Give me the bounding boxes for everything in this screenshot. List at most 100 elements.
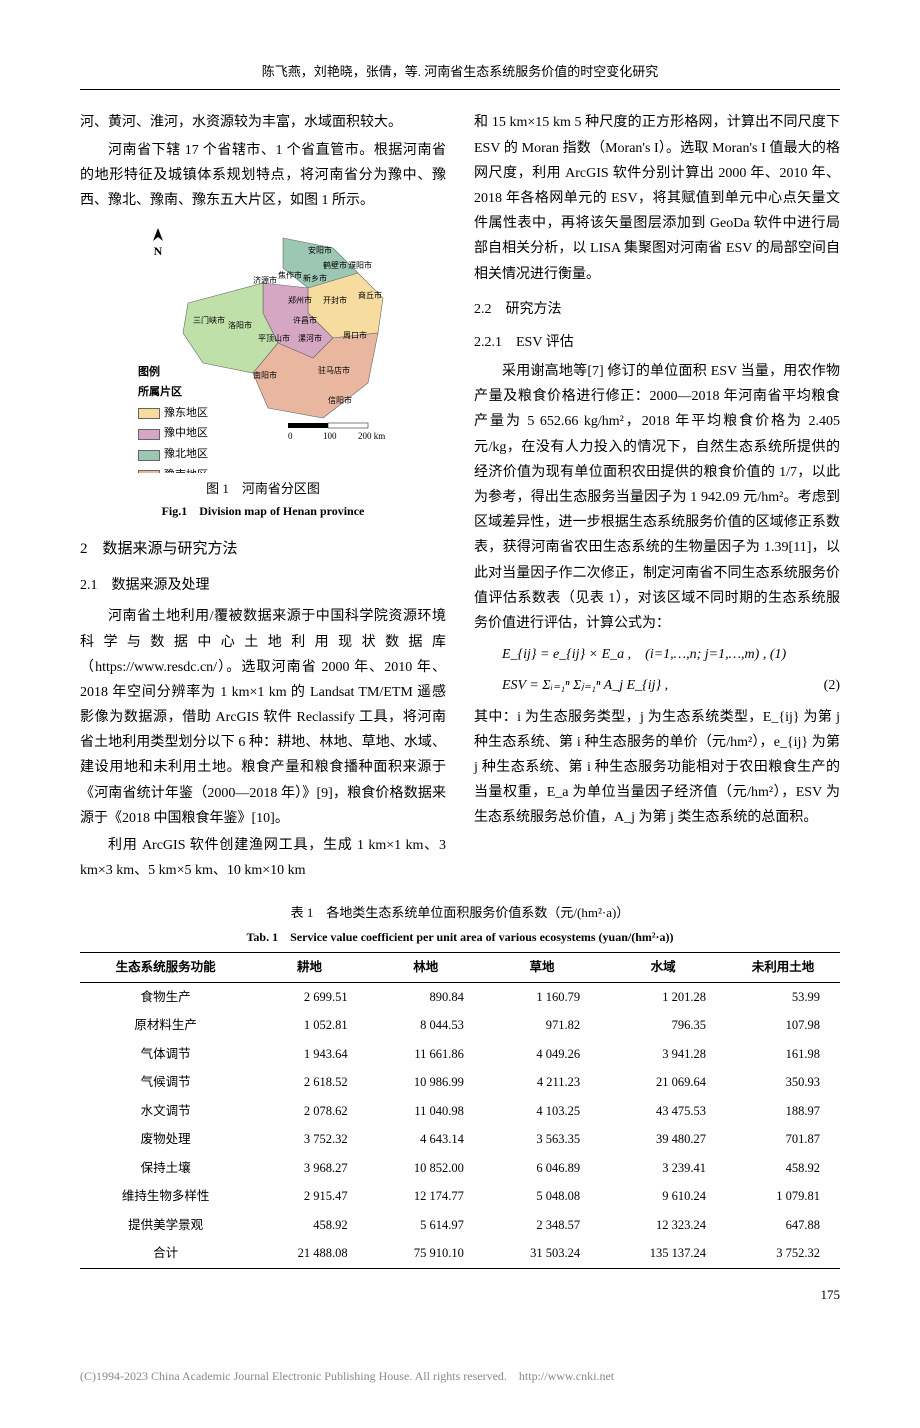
table-row: 维持生物多样性2 915.4712 174.775 048.089 610.24…: [80, 1182, 840, 1211]
city-label: 三门峡市: [193, 315, 225, 325]
table-cell: 31 503.24: [484, 1239, 600, 1268]
table-row: 水文调节2 078.6211 040.984 103.2543 475.5318…: [80, 1097, 840, 1126]
table-row: 食物生产2 699.51890.841 160.791 201.2853.99: [80, 982, 840, 1011]
table-cell: 1 943.64: [251, 1040, 367, 1069]
table-cell: 5 614.97: [368, 1211, 484, 1240]
svg-text:200 km: 200 km: [358, 431, 385, 441]
table-cell: 647.88: [726, 1211, 840, 1240]
north-arrow-icon: N: [153, 228, 163, 258]
right-p1: 和 15 km×15 km 5 种尺度的正方形格网，计算出不同尺度下 ESV 的…: [474, 110, 840, 286]
table-cell: 3 239.41: [600, 1154, 726, 1183]
page-number: 175: [80, 1283, 840, 1306]
city-label: 安阳市: [308, 245, 332, 255]
two-column-layout: 河、黄河、淮河，水资源较为丰富，水域面积较大。 河南省下辖 17 个省辖市、1 …: [80, 110, 840, 885]
table-cell: 75 910.10: [368, 1239, 484, 1268]
equation-2: ESV = Σᵢ₌₁ⁿ Σⱼ₌₁ⁿ A_j E_{ij} , (2): [502, 673, 840, 698]
table-row: 气候调节2 618.5210 986.994 211.2321 069.6435…: [80, 1068, 840, 1097]
city-label: 洛阳市: [228, 320, 252, 330]
section-2-2-heading: 2.2 研究方法: [474, 297, 840, 322]
col-header: 草地: [484, 953, 600, 983]
table-cell: 5 048.08: [484, 1182, 600, 1211]
svg-text:100: 100: [323, 431, 337, 441]
table-cell: 3 752.32: [251, 1125, 367, 1154]
svg-text:0: 0: [288, 431, 293, 441]
city-label: 开封市: [323, 295, 347, 305]
section-2-1-heading: 2.1 数据来源及处理: [80, 573, 446, 598]
left-p1: 河、黄河、淮河，水资源较为丰富，水域面积较大。: [80, 110, 446, 135]
left-p4: 利用 ArcGIS 软件创建渔网工具，生成 1 km×1 km、3 km×3 k…: [80, 833, 446, 883]
table1-caption-en: Tab. 1 Service value coefficient per uni…: [80, 927, 840, 949]
table-row: 保持土壤3 968.2710 852.006 046.893 239.41458…: [80, 1154, 840, 1183]
table-cell: 458.92: [251, 1211, 367, 1240]
legend-sub: 所属片区: [138, 383, 228, 403]
equation-1: E_{ij} = e_{ij} × E_a , (i=1,…,n; j=1,…,…: [502, 642, 840, 667]
table-cell: 12 174.77: [368, 1182, 484, 1211]
table-cell: 3 752.32: [726, 1239, 840, 1268]
city-label: 南阳市: [253, 370, 277, 380]
city-label: 平顶山市: [258, 333, 290, 343]
table-cell: 21 488.08: [251, 1239, 367, 1268]
col-header: 林地: [368, 953, 484, 983]
table-cell: 保持土壤: [80, 1154, 251, 1183]
table-cell: 水文调节: [80, 1097, 251, 1126]
table-cell: 食物生产: [80, 982, 251, 1011]
left-p2: 河南省下辖 17 个省辖市、1 个省直管市。根据河南省的地形特征及城镇体系规划特…: [80, 138, 446, 214]
table-cell: 3 968.27: [251, 1154, 367, 1183]
map-legend: 图例 所属片区 豫东地区 豫中地区 豫北地区 豫南地区 豫西地区: [138, 363, 228, 473]
table-cell: 2 078.62: [251, 1097, 367, 1126]
table-cell: 1 079.81: [726, 1182, 840, 1211]
fig1-caption-cn: 图 1 河南省分区图: [80, 477, 446, 500]
north-label: N: [154, 244, 163, 258]
table-cell: 796.35: [600, 1011, 726, 1040]
table-cell: 188.97: [726, 1097, 840, 1126]
table-row: 气体调节1 943.6411 661.864 049.263 941.28161…: [80, 1040, 840, 1069]
table-cell: 2 348.57: [484, 1211, 600, 1240]
col-header: 生态系统服务功能: [80, 953, 251, 983]
table-cell: 3 941.28: [600, 1040, 726, 1069]
city-label: 许昌市: [293, 315, 317, 325]
table-cell: 4 103.25: [484, 1097, 600, 1126]
city-label: 焦作市: [278, 270, 302, 280]
city-label: 济源市: [253, 275, 277, 285]
table-cell: 气体调节: [80, 1040, 251, 1069]
table-cell: 11 040.98: [368, 1097, 484, 1126]
table-cell: 107.98: [726, 1011, 840, 1040]
table1-caption-cn: 表 1 各地类生态系统单位面积服务价值系数（元/(hm²·a)）: [80, 901, 840, 924]
table-cell: 提供美学景观: [80, 1211, 251, 1240]
table-cell: 原材料生产: [80, 1011, 251, 1040]
table-row: 废物处理3 752.324 643.143 563.3539 480.27701…: [80, 1125, 840, 1154]
col-header: 耕地: [251, 953, 367, 983]
city-label: 新乡市: [303, 273, 327, 283]
table-cell: 6 046.89: [484, 1154, 600, 1183]
table-row: 原材料生产1 052.818 044.53971.82796.35107.98: [80, 1011, 840, 1040]
section-2-2-1-heading: 2.2.1 ESV 评估: [474, 330, 840, 355]
right-column: 和 15 km×15 km 5 种尺度的正方形格网，计算出不同尺度下 ESV 的…: [474, 110, 840, 885]
table-cell: 合计: [80, 1239, 251, 1268]
table-cell: 43 475.53: [600, 1097, 726, 1126]
table-cell: 8 044.53: [368, 1011, 484, 1040]
table-cell: 890.84: [368, 982, 484, 1011]
table-cell: 971.82: [484, 1011, 600, 1040]
scale-bar: 0 100 200 km: [288, 423, 385, 441]
city-label: 鹤壁市: [323, 260, 347, 270]
table-cell: 701.87: [726, 1125, 840, 1154]
table1-data: 生态系统服务功能 耕地 林地 草地 水域 未利用土地 食物生产2 699.518…: [80, 952, 840, 1269]
figure-1: N 安阳市 鹤壁市 濮阳市 新乡市 焦作市 济源市 郑州市 开封市: [80, 223, 446, 522]
table-cell: 1 160.79: [484, 982, 600, 1011]
section-2-heading: 2 数据来源与研究方法: [80, 536, 446, 563]
table-cell: 1 201.28: [600, 982, 726, 1011]
table-cell: 3 563.35: [484, 1125, 600, 1154]
table-cell: 气候调节: [80, 1068, 251, 1097]
legend-swatch: [138, 450, 160, 461]
table-cell: 458.92: [726, 1154, 840, 1183]
table-cell: 2 915.47: [251, 1182, 367, 1211]
table-cell: 10 852.00: [368, 1154, 484, 1183]
city-label: 郑州市: [288, 295, 312, 305]
table-cell: 9 610.24: [600, 1182, 726, 1211]
table-cell: 2 699.51: [251, 982, 367, 1011]
table-cell: 12 323.24: [600, 1211, 726, 1240]
legend-swatch: [138, 429, 160, 440]
table-cell: 4 643.14: [368, 1125, 484, 1154]
running-header: 陈飞燕，刘艳晓，张倩，等. 河南省生态系统服务价值的时空变化研究: [80, 60, 840, 90]
city-label: 周口市: [343, 330, 367, 340]
